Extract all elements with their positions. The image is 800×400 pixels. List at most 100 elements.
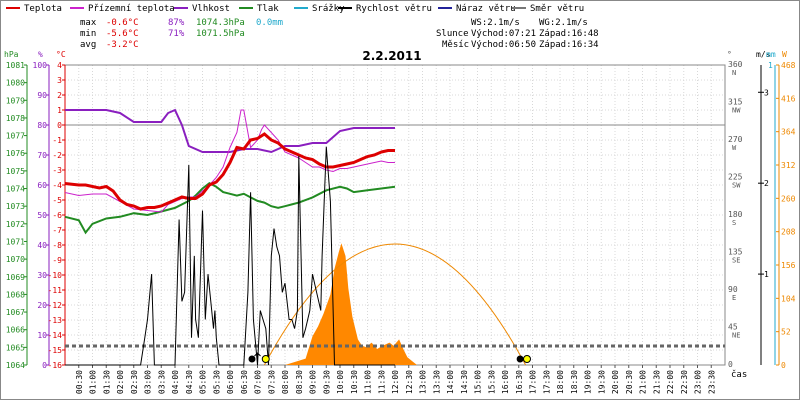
- legend-label: Přízemní teplota: [88, 4, 175, 14]
- x-tick-label: 15:30: [487, 370, 496, 394]
- stat-label: min: [80, 29, 96, 39]
- mm-tick-label: 1: [768, 61, 773, 70]
- hpa-tick-label: 1067: [6, 308, 25, 317]
- dir-tick-label: 225: [728, 173, 743, 182]
- wind-wg: WG:2.1m/s: [539, 18, 588, 28]
- stat-temp: -3.2°C: [106, 40, 139, 50]
- pct-tick-label: 90: [37, 91, 47, 100]
- dir-tick-label: 315: [728, 98, 743, 107]
- temp-tick-label: 1: [57, 106, 62, 115]
- x-tick-label: 23:00: [694, 370, 703, 394]
- temp-tick-label: 2: [57, 91, 62, 100]
- temp-tick-label: -5: [52, 196, 62, 205]
- x-tick-label: 06:00: [226, 370, 235, 394]
- sun-path-curve: [263, 243, 527, 366]
- x-tick-label: 20:30: [625, 370, 634, 394]
- temp-tick-label: -6: [52, 211, 62, 220]
- x-tick-label: 17:00: [529, 370, 538, 394]
- x-tick-label: 12:30: [405, 370, 414, 394]
- hpa-tick-label: 1071: [6, 237, 25, 246]
- stat-temp: -5.6°C: [106, 29, 139, 39]
- stat-rain: 0.0mm: [256, 18, 283, 28]
- x-tick-label: 08:00: [281, 370, 290, 394]
- temp-tick-label: -9: [52, 256, 62, 265]
- temp-tick-label: -10: [48, 271, 63, 280]
- stats-row: avg -3.2°C: [80, 40, 139, 50]
- dir-tick-label: 180: [728, 210, 743, 219]
- legend-item: Vlhkost: [174, 4, 230, 14]
- x-tick-label: 12:00: [391, 370, 400, 394]
- hpa-tick-label: 1064: [6, 361, 25, 370]
- hpa-tick-label: 1068: [6, 290, 25, 299]
- humidity-line: [65, 108, 395, 154]
- x-axis: 00:30 01:00 01:30 02:00 02:30 03:00 03:30 04:00…: [75, 365, 747, 394]
- temp-tick-label: -3: [52, 166, 62, 175]
- legend-label: Teplota: [24, 4, 62, 14]
- dir-tick-label: 0: [728, 360, 733, 369]
- x-tick-label: 05:00: [199, 370, 208, 394]
- w-tick-label: 312: [781, 161, 796, 170]
- x-tick-label: 22:30: [680, 370, 689, 394]
- sun-rise: Východ:07:21: [471, 29, 536, 39]
- legend-item: Rychlost větru: [338, 4, 432, 14]
- pct-tick-label: 80: [37, 121, 47, 130]
- w-tick-label: 416: [781, 94, 796, 103]
- legend-item: Náraz větru: [438, 4, 516, 14]
- legend-label: Směr větru: [530, 4, 584, 14]
- moonset-marker: [516, 355, 524, 363]
- ms-tick-label: 2: [764, 179, 769, 188]
- legend-label: Srážky: [312, 4, 345, 14]
- stat-pressure: 1071.5hPa: [196, 29, 245, 39]
- x-tick-label: 04:30: [185, 370, 194, 394]
- x-tick-label: 10:30: [350, 370, 359, 394]
- legend-label: Vlhkost: [192, 4, 230, 14]
- w-tick-label: 0: [781, 361, 786, 370]
- dir-tick-label: 45: [728, 323, 738, 332]
- w-tick-label: 208: [781, 228, 796, 237]
- pct-tick-label: 10: [37, 331, 47, 340]
- hpa-tick-label: 1074: [6, 185, 25, 194]
- moon-set: Západ:16:34: [539, 40, 599, 50]
- x-tick-label: 10:00: [336, 370, 345, 394]
- hpa-tick-label: 1066: [6, 326, 25, 335]
- pct-tick-label: 20: [37, 301, 47, 310]
- stat-pressure: 1074.3hPa: [196, 18, 245, 28]
- sunrise-marker: [261, 355, 270, 363]
- x-tick-label: 01:30: [102, 370, 111, 394]
- hpa-tick-label: 1073: [6, 202, 25, 211]
- w-tick-label: 364: [781, 128, 796, 137]
- pct-tick-label: 60: [37, 181, 47, 190]
- legend-item: Přízemní teplota: [70, 4, 175, 14]
- x-tick-label: 03:30: [157, 370, 166, 394]
- hpa-tick-label: 1065: [6, 343, 25, 352]
- hpa-tick-label: 1070: [6, 255, 25, 264]
- pressure-line: [64, 182, 396, 235]
- x-tick-label: 04:00: [171, 370, 180, 394]
- w-tick-label: 260: [781, 194, 796, 203]
- x-tick-label: 08:30: [295, 370, 304, 394]
- x-tick-label: 05:30: [212, 370, 221, 394]
- temp-tick-label: 3: [57, 76, 62, 85]
- temp-tick-label: -2: [52, 151, 62, 160]
- x-tick-label: 07:30: [267, 370, 276, 394]
- x-tick-label: 18:00: [556, 370, 565, 394]
- pct-tick-label: 70: [37, 151, 47, 160]
- pct-tick-label: 30: [37, 271, 47, 280]
- temp-tick-label: -7: [52, 226, 62, 235]
- ms-tick-label: 1: [764, 270, 769, 279]
- temp-tick-label: 4: [57, 61, 62, 70]
- dir-tick-label: 90: [728, 285, 738, 294]
- x-tick-label: 15:00: [474, 370, 483, 394]
- w-tick-label: 156: [781, 261, 796, 270]
- moon-rise: Východ:06:50: [471, 40, 536, 50]
- temp-axis-title: °C: [56, 50, 66, 59]
- dir-axis-title: °: [727, 50, 732, 59]
- x-tick-label: 22:00: [666, 370, 675, 394]
- x-tick-label: 19:00: [584, 370, 593, 394]
- legend-label: Tlak: [257, 4, 279, 14]
- dir-tick-name: S: [732, 219, 736, 227]
- temp-tick-label: -8: [52, 241, 62, 250]
- legend-item: Srážky: [294, 4, 345, 14]
- legend-item: Směr větru: [512, 4, 584, 14]
